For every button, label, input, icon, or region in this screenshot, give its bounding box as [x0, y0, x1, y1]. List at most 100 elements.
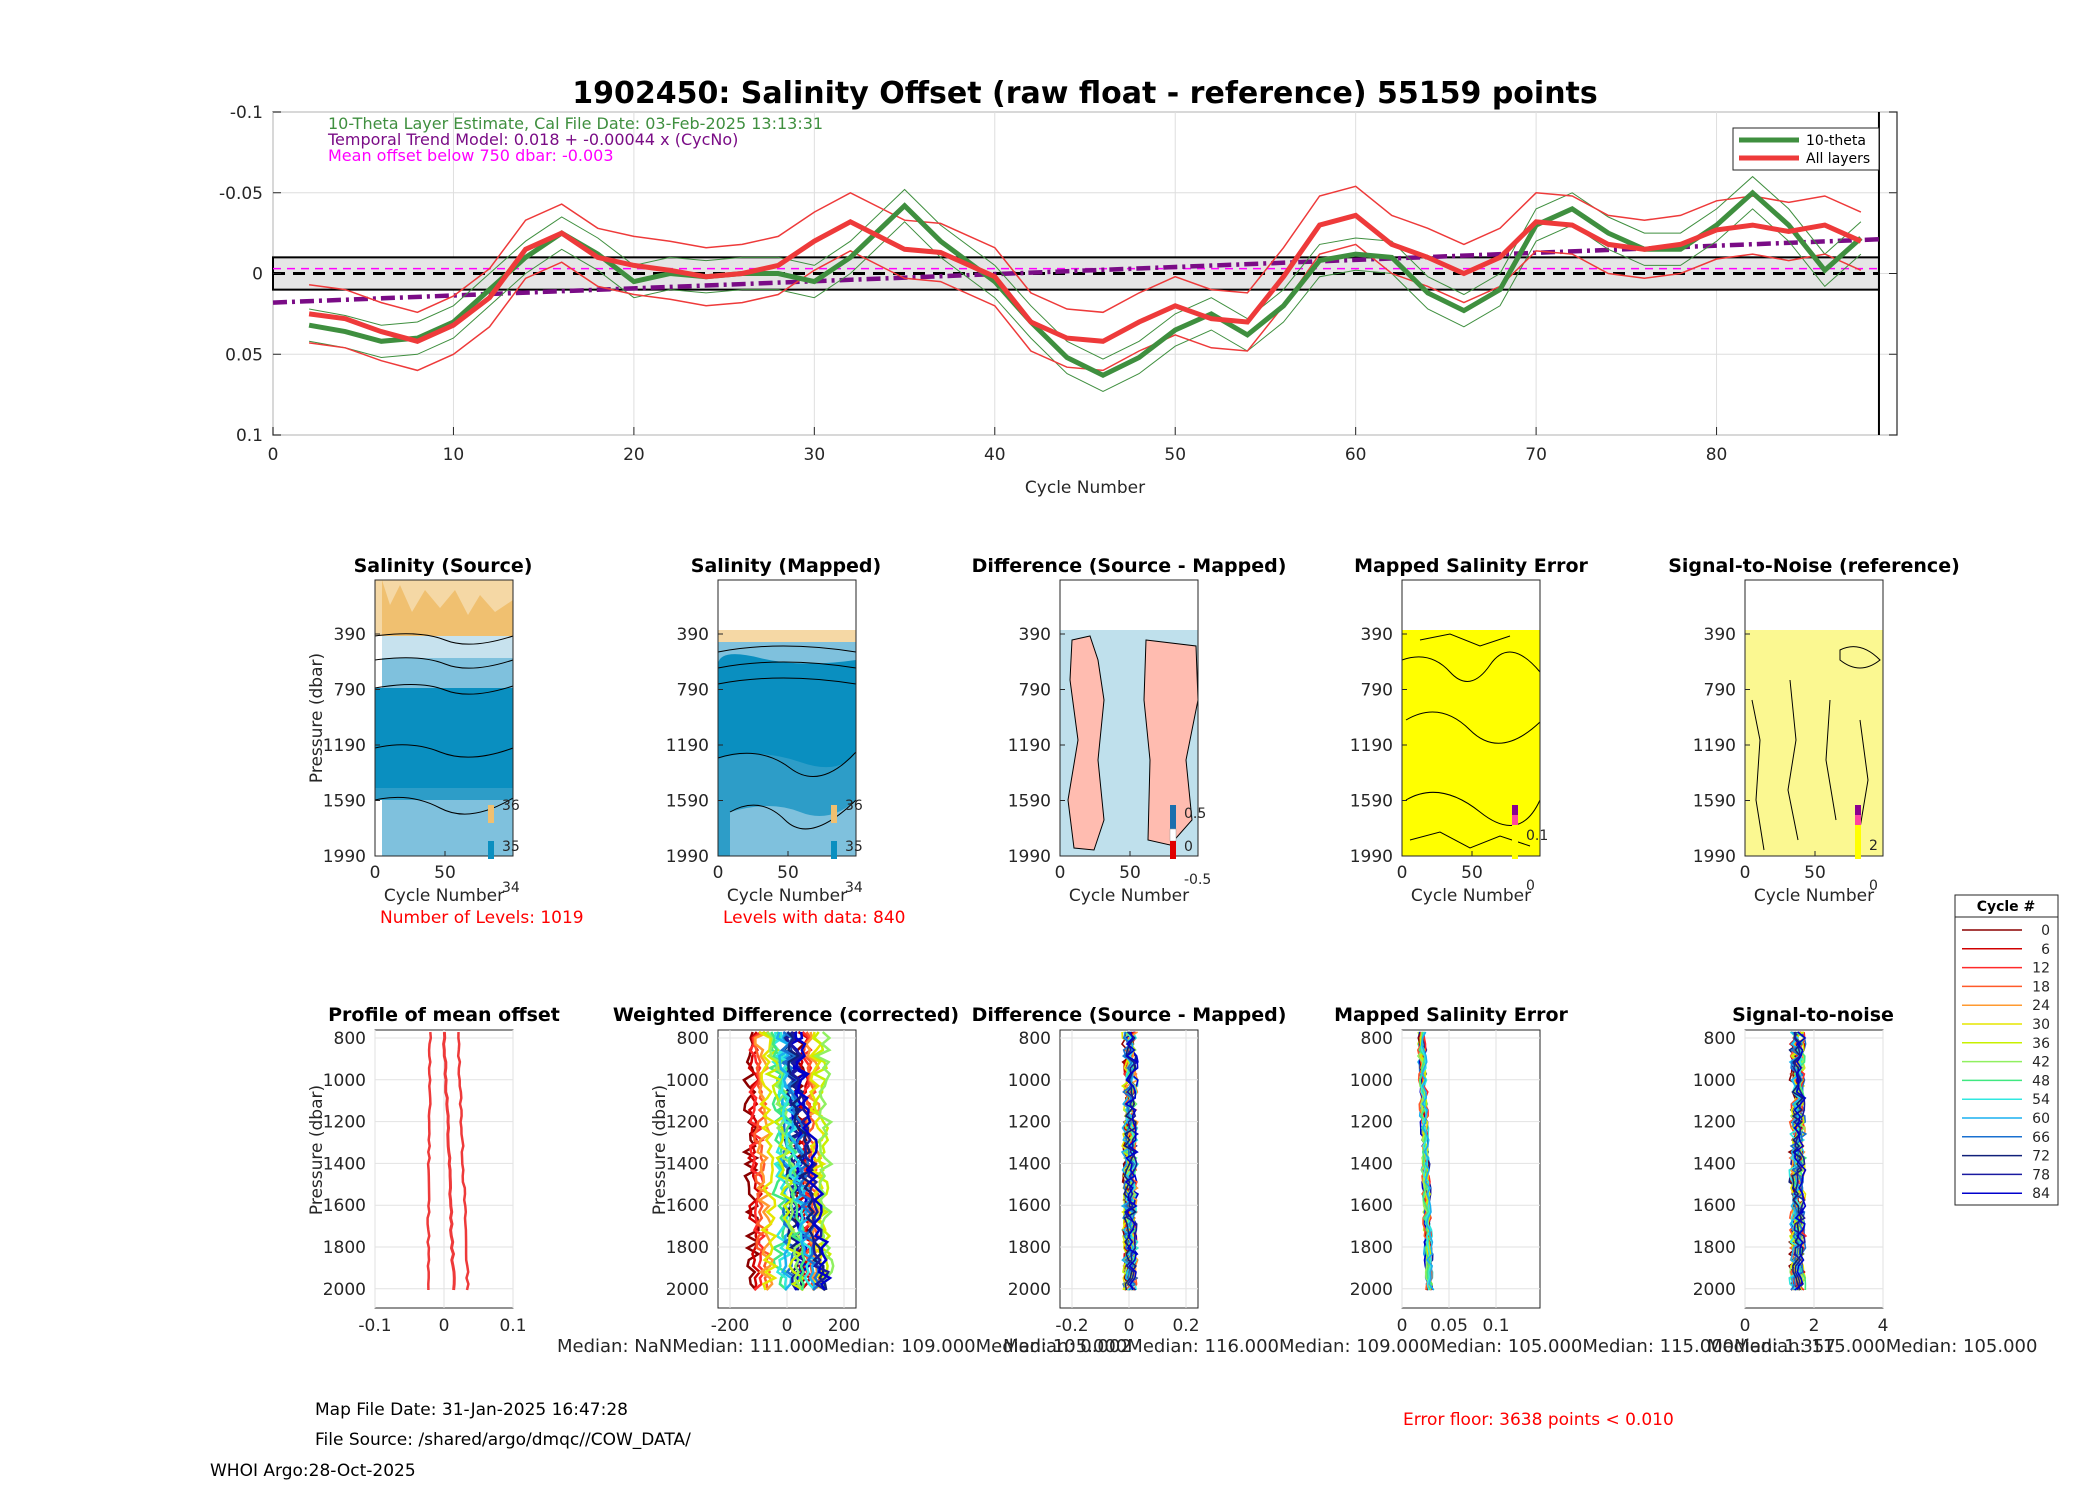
error-floor: Error floor: 3638 points < 0.010 — [1403, 1410, 1674, 1430]
theta-lower-envelope — [309, 208, 1862, 392]
panel-axes — [1059, 579, 1199, 857]
error-profile — [1418, 1031, 1433, 1291]
tick-label-y: 1190 — [666, 736, 709, 756]
row2-panels: Salinity (Source) Salinity (Mapped) Diff… — [307, 555, 1960, 928]
medians-text: Median: NaNMedian: 111.000Median: 109.00… — [557, 1336, 2037, 1357]
map-file-date: Map File Date: 31-Jan-2025 16:47:28 — [315, 1400, 628, 1420]
positive-region — [1143, 639, 1199, 846]
tick-label-x: 0 — [782, 1316, 793, 1336]
fill-contour — [382, 580, 513, 636]
tick-label-y: 390 — [1019, 625, 1051, 645]
tick-label-y: 1990 — [1008, 847, 1051, 867]
theta-upper-envelope — [309, 175, 1862, 360]
tick-label-y: 790 — [1361, 681, 1393, 701]
snr-reference-title: Signal-to-Noise (reference) — [1668, 555, 1960, 577]
weighted-diff-profile — [813, 1031, 835, 1291]
offset-plot: 0 10 20 30 40 50 60 70 80 -0.1 -0.05 0 0.05 0.1 Cycle… — [219, 103, 1898, 498]
tick-label-x: 0 — [1124, 1316, 1135, 1336]
cycle-legend: Cycle # 0 6 12 18 24 30 36 42 48 54 60 66 72 78 84 — [1954, 894, 2059, 1206]
cbar-tick: -0.5 — [1184, 872, 1211, 888]
contour-line — [717, 661, 857, 669]
tick-label-x: 0 — [268, 445, 279, 465]
tick-label-y: 1000 — [323, 1071, 366, 1091]
cbar-tick: 34 — [845, 880, 863, 896]
tick-label-x: 0.1 — [499, 1316, 526, 1336]
tick-label-y: 2000 — [323, 1280, 366, 1300]
cycle-label: 36 — [2032, 1036, 2050, 1052]
legend-label-theta: 10-theta — [1806, 133, 1866, 149]
offset-series — [308, 175, 1863, 392]
salinity-source-title: Salinity (Source) — [354, 555, 533, 577]
tick-label-y: 1400 — [1693, 1154, 1736, 1174]
tick-label-y: 1990 — [666, 847, 709, 867]
positive-region — [1067, 635, 1105, 851]
mean-offset-profile — [426, 1031, 433, 1291]
tick-label-x: 0 — [1055, 863, 1066, 883]
weighted-diff-profile — [754, 1030, 775, 1291]
tick-label-x: 50 — [1461, 863, 1483, 883]
file-source: File Source: /shared/argo/dmqc//COW_DATA… — [315, 1430, 691, 1450]
tick-label-x: 40 — [984, 445, 1006, 465]
mean-offset-profile — [442, 1031, 456, 1291]
snr-profile — [1793, 1031, 1807, 1291]
tick-label-y: 1200 — [666, 1113, 709, 1133]
contour-line — [1405, 711, 1541, 744]
offset-legend: 10-theta All layers — [1732, 127, 1880, 171]
panel-axes — [374, 579, 514, 857]
tick-label-y: 1190 — [1350, 736, 1393, 756]
cbar-tick: 0 — [1184, 839, 1193, 855]
xlabel: Cycle Number — [1069, 886, 1189, 906]
tick-label-x: 50 — [1164, 445, 1186, 465]
tick-label-y: 1600 — [1008, 1196, 1051, 1216]
cbar-tick: 0.5 — [1184, 806, 1206, 822]
tick-label-y: 1800 — [666, 1238, 709, 1258]
fill-layer — [730, 800, 856, 856]
tick-label-x: 60 — [1345, 445, 1367, 465]
levels-with-data: Levels with data: 840 — [723, 908, 905, 928]
tick-label-x: -200 — [711, 1316, 750, 1336]
tick-label-y: 390 — [1361, 625, 1393, 645]
contour-line — [374, 744, 514, 758]
tick-label-y: 1190 — [1693, 736, 1736, 756]
tick-label-x: 0 — [1397, 1316, 1408, 1336]
contour-line — [1787, 679, 1799, 841]
difference-map-panel: 0.5 0 -0.5 Cycle Number — [1059, 579, 1211, 906]
tick-label-y: 1200 — [1693, 1113, 1736, 1133]
tick-label-x: 0.2 — [1172, 1316, 1199, 1336]
annotation-theta: 10-Theta Layer Estimate, Cal File Date: … — [328, 114, 823, 133]
contour-line — [717, 645, 857, 653]
offset-plot-grid — [272, 111, 1897, 436]
cbar-tick: 0 — [1869, 878, 1878, 894]
cbar-tick: 35 — [502, 839, 520, 855]
mean-offset-profile — [456, 1031, 470, 1291]
tick-label-y: 1200 — [323, 1113, 366, 1133]
ylabel: Pressure (dbar) — [307, 653, 327, 783]
cycle-label: 0 — [2041, 923, 2050, 939]
contour-line — [1409, 831, 1531, 849]
ylabel: Pressure (dbar) — [307, 1085, 327, 1215]
tick-label-x: 50 — [1804, 863, 1826, 883]
colorbar — [1169, 805, 1177, 859]
fill-layer4 — [375, 788, 513, 800]
weighted-diff-profile — [794, 1031, 833, 1291]
mean-offset-profile-title: Profile of mean offset — [328, 1004, 560, 1026]
mapped-error-title: Mapped Salinity Error — [1354, 555, 1588, 577]
tick-label-y: 0.1 — [236, 426, 263, 446]
fill-layer2 — [382, 658, 513, 688]
snr-profile-title: Signal-to-noise — [1732, 1004, 1894, 1026]
tick-label-x: 4 — [1878, 1316, 1889, 1336]
tick-label-y: 1200 — [1350, 1113, 1393, 1133]
tick-label-y: 1590 — [666, 792, 709, 812]
legend-box — [1732, 127, 1880, 171]
legend-label-all: All layers — [1806, 151, 1870, 167]
tick-label-y: 1800 — [323, 1238, 366, 1258]
tick-label-y: 1600 — [323, 1196, 366, 1216]
tick-label-y: 1600 — [666, 1196, 709, 1216]
cycle-label: 24 — [2032, 998, 2050, 1014]
difference-profile-title: Difference (Source - Mapped) — [972, 1004, 1287, 1026]
contour-line — [1401, 651, 1541, 682]
cycle-legend-box — [1954, 894, 2059, 1206]
tick-label-y: 1990 — [1693, 847, 1736, 867]
tick-label-y: 1400 — [323, 1154, 366, 1174]
